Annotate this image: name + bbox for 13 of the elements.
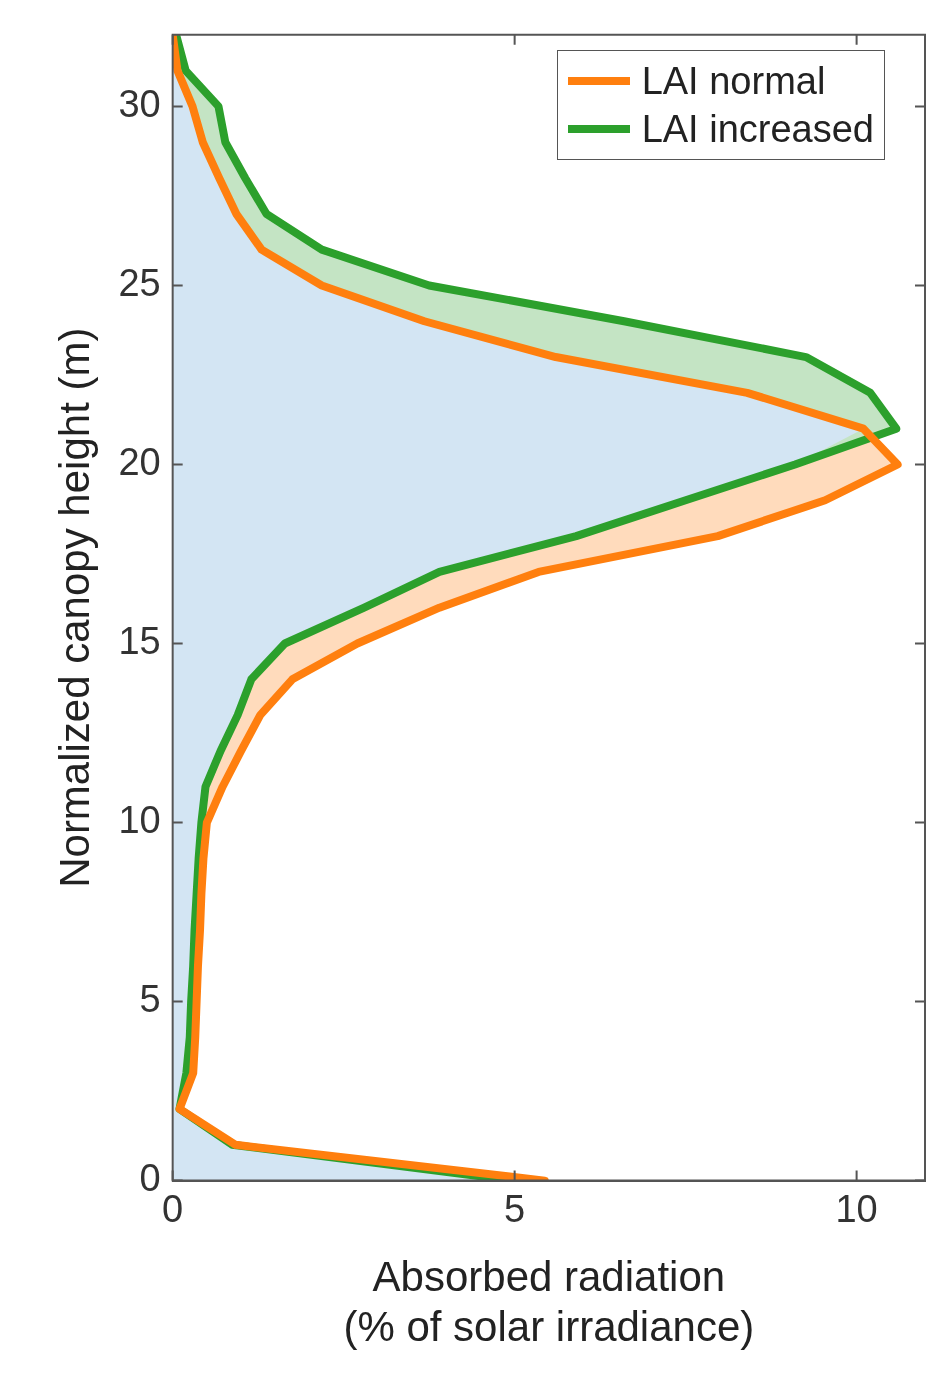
x-tick-label: 5 xyxy=(504,1187,526,1230)
legend-label: LAI normal xyxy=(641,59,826,104)
y-axis-title: Normalized canopy height (m) xyxy=(50,327,98,888)
y-tick-label: 25 xyxy=(118,261,161,304)
y-tick-label: 30 xyxy=(118,82,161,125)
legend-label: LAI increased xyxy=(641,107,874,152)
x-tick-label: 10 xyxy=(835,1187,878,1230)
y-tick-label: 15 xyxy=(118,619,161,662)
y-tick-label: 10 xyxy=(118,799,161,842)
y-tick-label: 20 xyxy=(118,440,161,483)
y-tick-label: 0 xyxy=(139,1157,161,1200)
y-tick-label: 5 xyxy=(139,978,161,1021)
x-axis-title: Absorbed radiation (% of solar irradiance) xyxy=(343,1252,755,1351)
